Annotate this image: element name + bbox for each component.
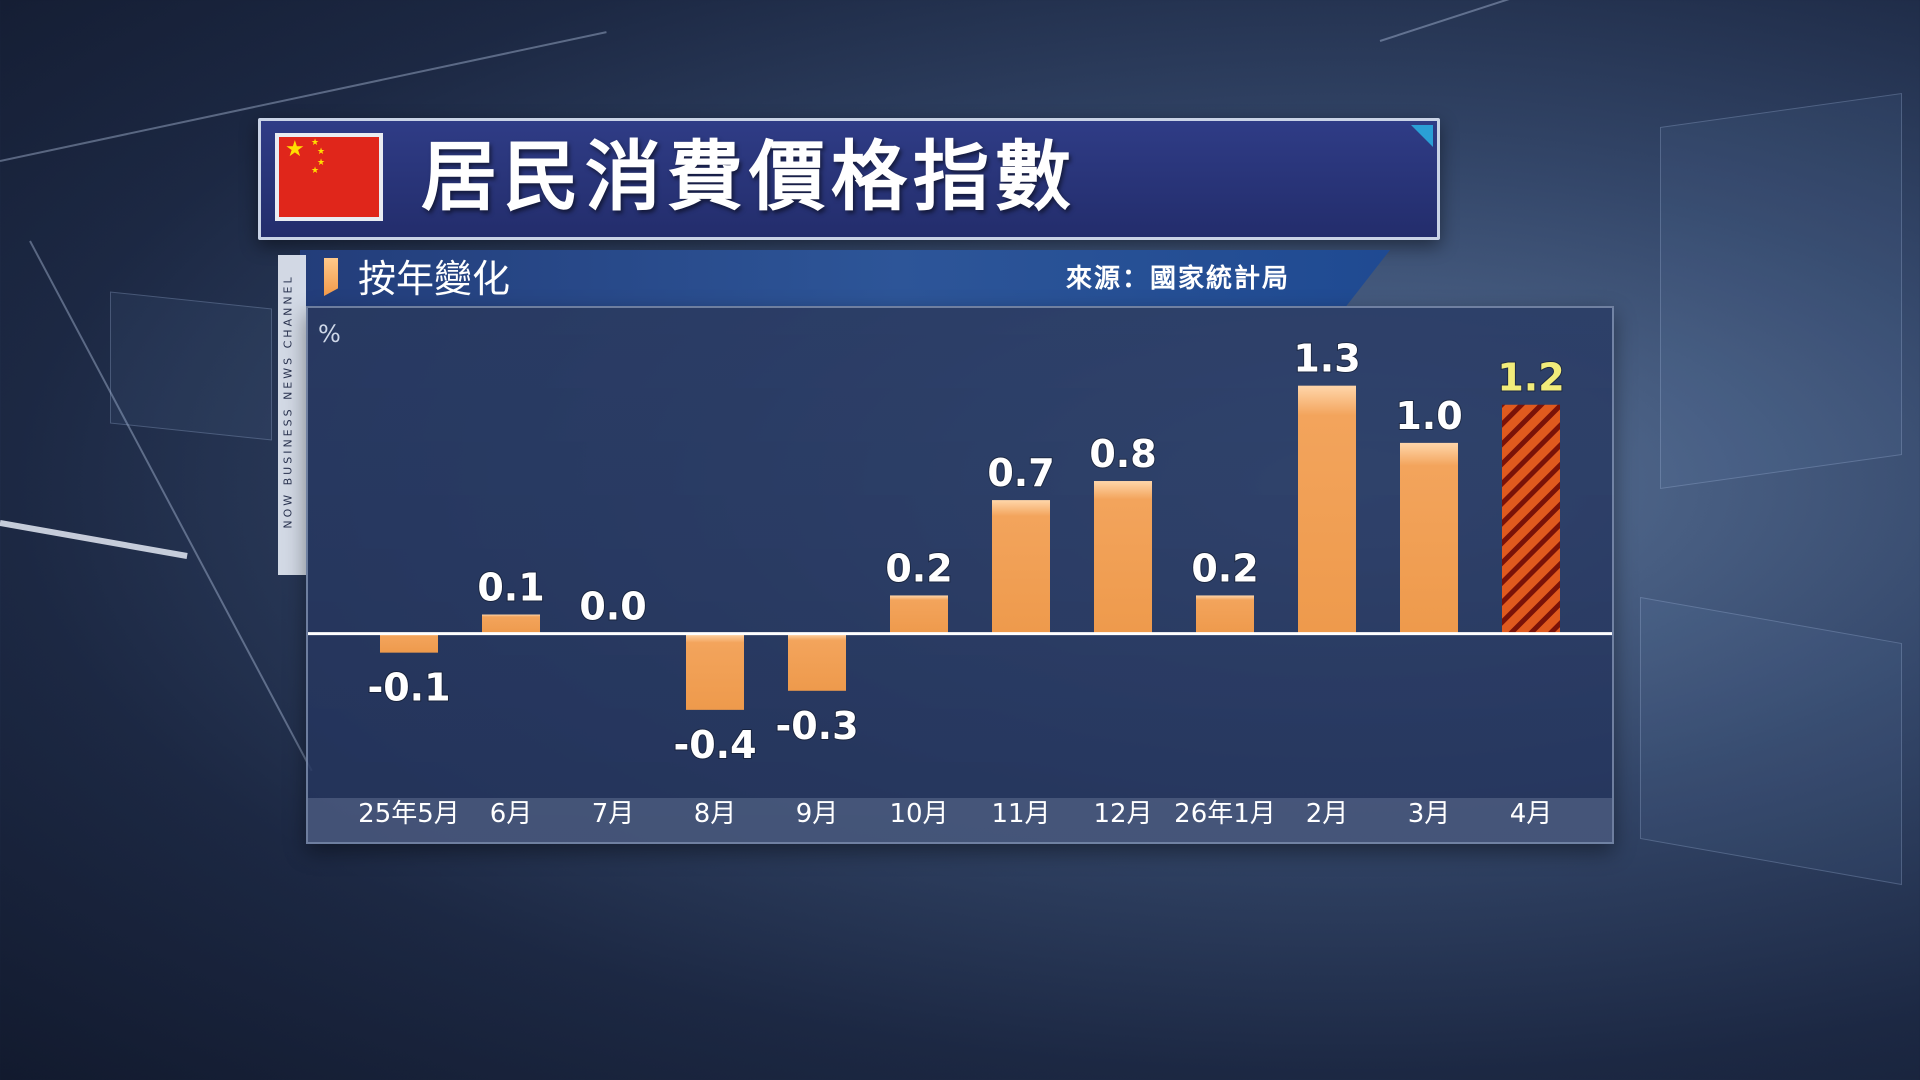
flag-star-icon: ★ [317,147,326,157]
bar [788,633,846,691]
data-label: 1.0 [1395,394,1462,438]
data-label: -0.1 [367,666,450,710]
subtitle-bar: 按年變化 來源：國家統計局 [300,250,1390,306]
channel-name: NOW BUSINESS NEWS CHANNEL [281,274,295,529]
background-light-streak [29,240,313,772]
background-panel [110,291,272,441]
bar [482,614,540,634]
x-axis-band [308,798,1612,842]
subtitle-marker-icon [324,258,338,296]
data-label: 0.0 [579,585,646,629]
data-label: -0.4 [673,723,756,767]
highlight-bar [1502,404,1560,634]
data-label: 1.2 [1497,356,1564,400]
chart-subtitle: 按年變化 [358,257,511,301]
x-tick-label: 3月 [1408,799,1451,829]
background-light-streak [0,520,188,559]
x-tick-label: 9月 [796,799,839,829]
bar-chart: -0.10.1 0.0-0.4 -0.30.20.7 0.80.21.31.01.2 … [308,336,1612,829]
x-tick-label: 12月 [1093,799,1152,829]
x-tick-label: 11月 [991,799,1050,829]
china-flag-icon: ★ ★ ★ ★ ★ [275,133,383,221]
x-tick-label: 6月 [490,799,533,829]
bar [380,633,438,653]
bar [992,500,1050,634]
x-tick-label: 10月 [889,799,948,829]
data-label: 0.8 [1089,432,1156,476]
bar [1400,442,1458,634]
flag-star-icon: ★ [285,137,305,162]
bar [890,595,948,634]
data-label: 0.1 [477,566,544,610]
flag-star-icon: ★ [311,138,320,148]
y-axis-unit: % [318,320,341,348]
title-banner: ★ ★ ★ ★ ★ 居民消費價格指數 [258,118,1440,240]
x-tick-label: 4月 [1510,799,1553,829]
x-tick-label: 8月 [694,799,737,829]
bar [1298,385,1356,634]
bar [686,633,744,710]
data-label: 0.2 [1191,546,1258,590]
data-label: 0.2 [885,546,952,590]
background-panel [1640,596,1902,886]
x-tick-label: 26年1月 [1174,799,1276,829]
chart-panel: % -0.1 0.1 0.0 -0.4 -0.3 0.2 0.7 0.8 0.2 1.3 1.0 1.… [306,306,1614,844]
data-label: 1.3 [1293,337,1360,381]
bar [1094,481,1152,634]
channel-side-strip: NOW BUSINESS NEWS CHANNEL [278,255,306,575]
x-tick-label: 25年5月 [358,799,460,829]
source-label: 來源：國家統計局 [1065,264,1290,294]
bar [1196,595,1254,634]
background-light-streak [1379,0,1920,42]
flag-star-icon: ★ [311,166,320,176]
data-label: -0.3 [775,704,858,748]
data-label: 0.7 [987,451,1054,495]
flag-star-icon: ★ [317,158,326,168]
x-tick-label: 2月 [1306,799,1349,829]
chart-title: 居民消費價格指數 [421,132,1077,221]
background-panel [1660,92,1902,490]
x-tick-label: 7月 [592,799,635,829]
